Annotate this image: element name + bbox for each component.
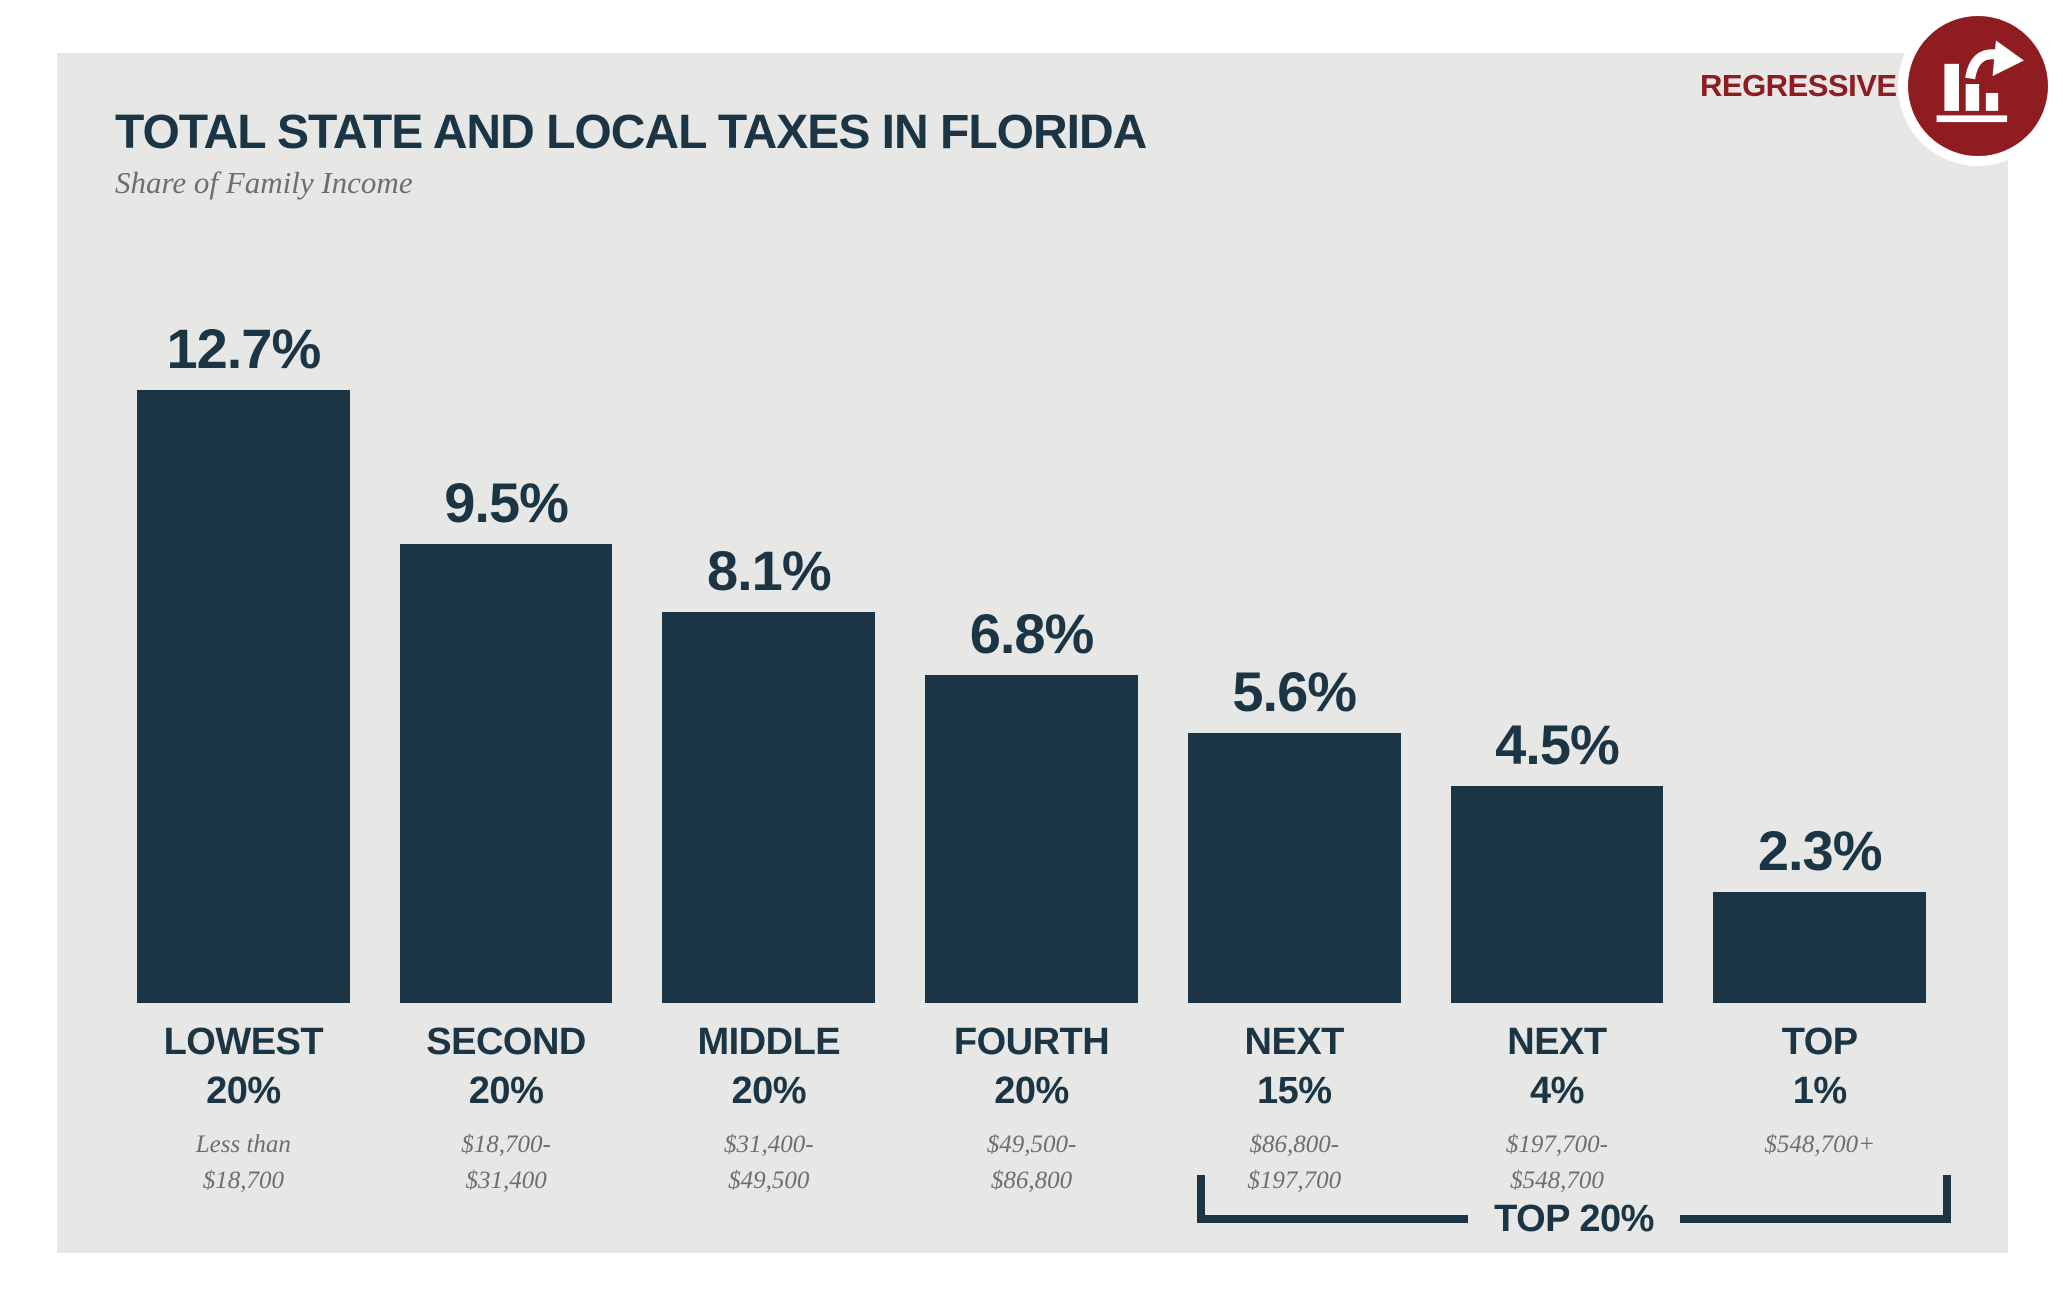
bar-column-next-4: 4.5%	[1426, 260, 1689, 1003]
quintile-name: FOURTH	[953, 1021, 1110, 1063]
bracket-label: TOP 20%	[1494, 1198, 1654, 1241]
declining-bars-arrow-icon	[1922, 28, 2034, 145]
quintile-name: SECOND	[426, 1021, 586, 1063]
x-axis-labels: LOWEST 20% Less than $18,700 SECOND 20% …	[112, 1018, 1951, 1199]
income-range-line1: $31,400-	[724, 1130, 814, 1158]
quintile-share: 15%	[1256, 1070, 1332, 1113]
bar-value-label: 12.7%	[166, 317, 321, 380]
bar-lowest-20	[136, 390, 350, 1003]
axis-label-second-20: SECOND 20% $18,700- $31,400	[375, 1018, 638, 1199]
quintile-share: 1%	[1792, 1070, 1847, 1113]
bar-middle-20	[662, 612, 876, 1003]
axis-label-lowest-20: LOWEST 20% Less than $18,700	[112, 1018, 375, 1199]
bar-fourth-20	[925, 675, 1138, 1003]
quintile-share: 4%	[1529, 1070, 1584, 1113]
bar-value-label: 9.5%	[444, 471, 569, 534]
axis-label-next-4: NEXT 4% $197,700- $548,700	[1426, 1018, 1689, 1199]
quintile-share: 20%	[731, 1070, 807, 1113]
income-range-line2: $197,700	[1247, 1167, 1342, 1195]
bar-value-label: 6.8%	[969, 602, 1095, 665]
axis-label-top-1: TOP 1% $548,700+	[1688, 1018, 1951, 1199]
axis-label-next-15: NEXT 15% $86,800- $197,700	[1163, 1018, 1426, 1199]
page-subtitle: Share of Family Income	[115, 165, 413, 200]
quintile-share: 20%	[468, 1070, 544, 1113]
page-title: TOTAL STATE AND LOCAL TAXES IN FLORIDA	[115, 106, 1147, 159]
chart-panel	[57, 53, 2008, 1253]
bar-column-lowest-20: 12.7%	[112, 260, 375, 1003]
quintile-name: NEXT	[1244, 1021, 1345, 1063]
income-range-line1: $49,500-	[986, 1130, 1077, 1158]
quintile-name: TOP	[1781, 1021, 1858, 1063]
bracket-right-segment	[1679, 1175, 1952, 1223]
axis-label-middle-20: MIDDLE 20% $31,400- $49,500	[637, 1018, 900, 1199]
bar-second-20	[399, 544, 613, 1003]
bar-value-label: 8.1%	[706, 539, 832, 602]
quintile-share: 20%	[994, 1070, 1069, 1113]
bar-column-top-1: 2.3%	[1688, 260, 1951, 1003]
bar-value-label: 2.3%	[1757, 819, 1883, 882]
quintile-name: MIDDLE	[697, 1021, 841, 1063]
income-range-line2: $86,800	[990, 1167, 1073, 1195]
income-range-line1: $86,800-	[1249, 1130, 1340, 1158]
quintile-share: 20%	[206, 1070, 281, 1113]
income-range-line2: $31,400	[465, 1167, 547, 1195]
quintile-name: NEXT	[1507, 1021, 1607, 1063]
bar-column-middle-20: 8.1%	[637, 260, 900, 1003]
bar-column-second-20: 9.5%	[375, 260, 638, 1003]
bar-chart: 12.7% 9.5% 8.1% 6.8% 5.6% 4.5% 2.3%	[112, 260, 1951, 1003]
regressive-badge	[1898, 6, 2058, 166]
regressive-badge-label: REGRESSIVE	[1700, 68, 1897, 103]
income-range-line2: $548,700	[1510, 1167, 1604, 1195]
quintile-name: LOWEST	[163, 1021, 324, 1063]
income-range-line1: Less than	[195, 1130, 291, 1158]
income-range-line1: $548,700+	[1764, 1130, 1875, 1158]
axis-label-fourth-20: FOURTH 20% $49,500- $86,800	[900, 1018, 1163, 1199]
income-range-line1: $197,700-	[1505, 1130, 1608, 1158]
top-20-bracket: TOP 20%	[1197, 1175, 1952, 1240]
income-range-line2: $18,700	[202, 1167, 284, 1195]
bar-value-label: 5.6%	[1232, 660, 1357, 723]
bar-column-next-15: 5.6%	[1163, 260, 1426, 1003]
bar-top-1	[1713, 892, 1927, 1003]
bar-next-15	[1187, 733, 1401, 1003]
bar-column-fourth-20: 6.8%	[900, 260, 1163, 1003]
income-range-line2: $49,500	[728, 1167, 810, 1195]
bar-next-4	[1450, 786, 1664, 1003]
bar-value-label: 4.5%	[1495, 713, 1620, 776]
bracket-left-segment	[1197, 1175, 1469, 1223]
income-range-line1: $18,700-	[461, 1130, 551, 1158]
